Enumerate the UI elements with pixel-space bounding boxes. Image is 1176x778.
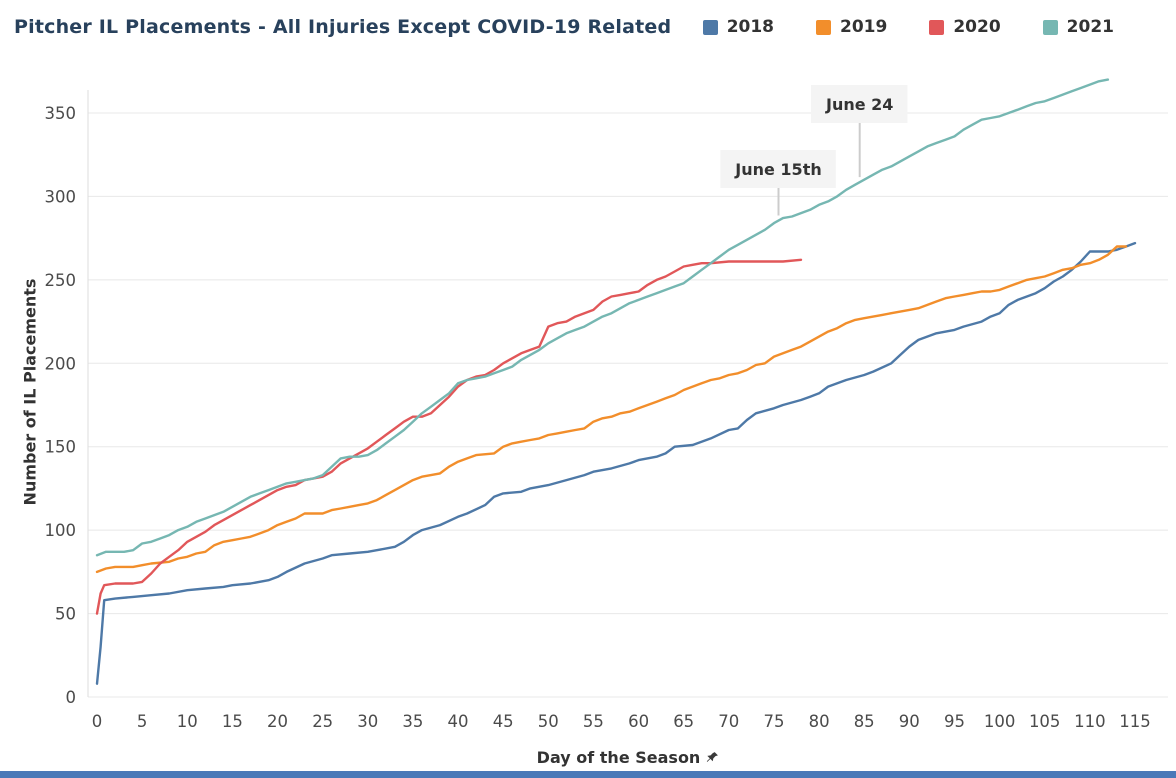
series-line-2020[interactable] xyxy=(95,258,803,615)
x-tick-label: 15 xyxy=(222,712,243,731)
legend-swatch-2020 xyxy=(929,19,945,35)
legend-swatch-2021 xyxy=(1042,19,1058,35)
x-tick-label: 60 xyxy=(628,712,649,731)
y-tick-label: 300 xyxy=(45,187,77,206)
x-tick-label: 50 xyxy=(538,712,559,731)
x-tick-label: 55 xyxy=(583,712,604,731)
legend-label-2018: 2018 xyxy=(726,17,775,37)
pin-icon xyxy=(707,752,719,762)
x-tick-label: 35 xyxy=(402,712,423,731)
x-axis-title-text: Day of the Season xyxy=(536,748,701,767)
y-tick-label: 50 xyxy=(55,605,76,624)
x-tick-label: 0 xyxy=(92,712,103,731)
legend-item-2018[interactable]: 2018 xyxy=(702,17,775,37)
x-tick-label: 115 xyxy=(1119,712,1151,731)
x-tick-label: 75 xyxy=(764,712,785,731)
bottom-strip xyxy=(0,771,1176,778)
x-tick-label: 65 xyxy=(673,712,694,731)
x-tick-label: 30 xyxy=(357,712,378,731)
y-tick-label: 250 xyxy=(45,271,77,290)
x-tick-label: 100 xyxy=(984,712,1016,731)
series-line-2018[interactable] xyxy=(95,241,1137,685)
x-tick-label: 70 xyxy=(718,712,739,731)
series-line-2021[interactable] xyxy=(95,78,1110,557)
x-tick-label: 10 xyxy=(177,712,198,731)
legend-label-2019: 2019 xyxy=(840,17,888,37)
y-tick-label: 0 xyxy=(66,688,77,707)
x-tick-label: 110 xyxy=(1074,712,1106,731)
y-tick-label: 100 xyxy=(45,521,77,540)
chart-title: Pitcher IL Placements - All Injuries Exc… xyxy=(14,16,672,38)
y-tick-label: 150 xyxy=(45,438,77,457)
x-tick-label: 20 xyxy=(267,712,288,731)
x-tick-label: 85 xyxy=(854,712,875,731)
x-tick-label: 105 xyxy=(1029,712,1061,731)
legend-label-2020: 2020 xyxy=(953,17,1001,37)
x-tick-label: 90 xyxy=(899,712,920,731)
annotation-label: June 15th xyxy=(734,160,821,179)
y-tick-label: 350 xyxy=(45,104,77,123)
annotation-label: June 24 xyxy=(825,95,893,114)
x-tick-label: 25 xyxy=(312,712,333,731)
series-line-2019[interactable] xyxy=(95,245,1128,574)
annotation-box xyxy=(811,85,908,123)
x-axis-title: Day of the Season xyxy=(88,748,1168,767)
x-tick-label: 5 xyxy=(137,712,148,731)
legend-label-2021: 2021 xyxy=(1066,17,1114,37)
legend-swatch-2019 xyxy=(816,19,832,35)
x-tick-label: 95 xyxy=(944,712,965,731)
chart-header: Pitcher IL Placements - All Injuries Exc… xyxy=(0,0,1176,46)
annotation-box xyxy=(720,150,836,188)
legend-item-2019[interactable]: 2019 xyxy=(816,17,887,37)
legend-item-2020[interactable]: 2020 xyxy=(929,17,1001,37)
y-tick-label: 200 xyxy=(45,354,77,373)
x-tick-label: 45 xyxy=(493,712,514,731)
legend-item-2021[interactable]: 2021 xyxy=(1042,17,1114,37)
legend-swatch-2018 xyxy=(702,19,718,35)
x-tick-label: 80 xyxy=(809,712,830,731)
y-axis-title: Number of IL Placements xyxy=(20,278,40,506)
x-tick-label: 40 xyxy=(448,712,469,731)
legend: 2018 2019 2020 2021 xyxy=(702,17,1114,37)
